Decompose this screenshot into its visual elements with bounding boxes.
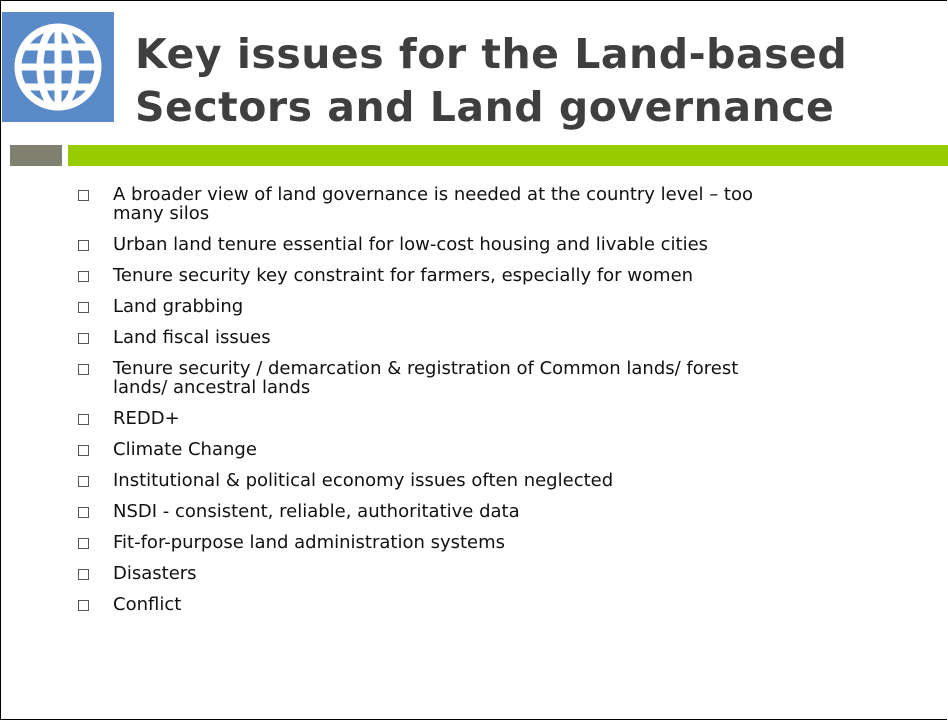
bullet-box: [78, 271, 89, 282]
bullet-text: Disasters: [113, 563, 197, 584]
bullet-text: Urban land tenure essential for low-cost…: [113, 234, 709, 255]
bullet-box: [78, 538, 89, 549]
bullet-list: A broader view of land governance is nee…: [78, 185, 898, 626]
bullet: Tenure security / demarcation & registra…: [78, 359, 898, 397]
bullet-box: [78, 600, 89, 611]
bullet-box: [78, 445, 89, 456]
bullet-text: REDD+: [113, 408, 180, 429]
bullet-text: NSDI - consistent, reliable, authoritati…: [113, 501, 520, 522]
bullet-text: many silos: [113, 203, 210, 224]
bullet-box: [78, 190, 89, 201]
bullet: A broader view of land governance is nee…: [78, 185, 898, 223]
bullet: Institutional & political economy issues…: [78, 471, 898, 490]
bullet-box: [78, 240, 89, 251]
bullet-box: [78, 507, 89, 518]
accent-bar: [10, 145, 62, 166]
bullet-text: Fit-for-purpose land administration syst…: [113, 532, 506, 553]
bullet-box: [78, 476, 89, 487]
bullet-box: [78, 569, 89, 580]
bullet-text: Land fiscal issues: [113, 327, 271, 348]
title-line: Sectors and Land governance: [135, 83, 835, 131]
bullet-text: lands/ ancestral lands: [113, 377, 311, 398]
bullet-text: Institutional & political economy issues…: [113, 470, 614, 491]
bullet: Disasters: [78, 564, 898, 583]
bullet: Climate Change: [78, 440, 898, 459]
bullet: REDD+: [78, 409, 898, 428]
logo: [2, 12, 114, 122]
bullet: Conflict: [78, 595, 898, 614]
bullet-box: [78, 302, 89, 313]
bullet: Fit-for-purpose land administration syst…: [78, 533, 898, 552]
bullet-box: [78, 333, 89, 344]
bullet: Urban land tenure essential for low-cost…: [78, 235, 898, 254]
bullet: Land grabbing: [78, 297, 898, 316]
bullet-text: Tenure security / demarcation & registra…: [113, 358, 739, 379]
bullet: Land fiscal issues: [78, 328, 898, 347]
bullet-box: [78, 364, 89, 375]
bullet-box: [78, 414, 89, 425]
title-line: Key issues for the Land-based: [135, 30, 848, 78]
bullet-text: A broader view of land governance is nee…: [113, 184, 754, 205]
bullet: Tenure security key constraint for farme…: [78, 266, 898, 285]
bullet: NSDI - consistent, reliable, authoritati…: [78, 502, 898, 521]
accent-bar: [68, 145, 948, 166]
bullet-text: Climate Change: [113, 439, 257, 460]
title: Key issues for the Land-based Sectors and…: [135, 28, 847, 134]
bullet-text: Conflict: [113, 594, 182, 615]
bullet-text: Land grabbing: [113, 296, 244, 317]
bullet-text: Tenure security key constraint for farme…: [113, 265, 694, 286]
